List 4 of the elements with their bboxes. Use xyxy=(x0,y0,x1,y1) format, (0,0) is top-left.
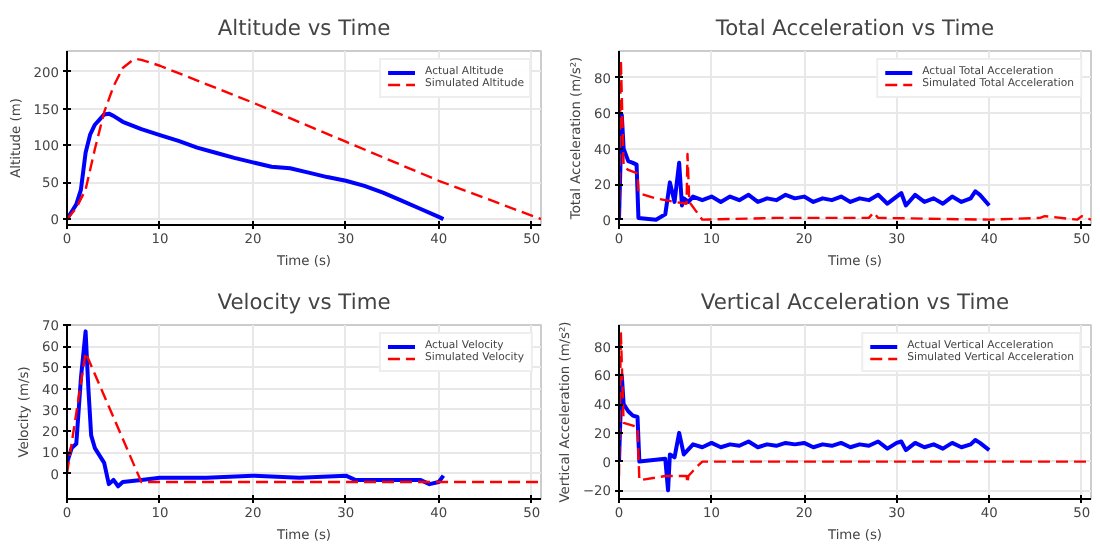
chart-title: Vertical Acceleration vs Time xyxy=(700,289,1010,315)
chart-title: Velocity vs Time xyxy=(217,289,391,315)
chart-title: Total Acceleration vs Time xyxy=(713,15,995,41)
chart-title: Altitude vs Time xyxy=(217,15,391,41)
